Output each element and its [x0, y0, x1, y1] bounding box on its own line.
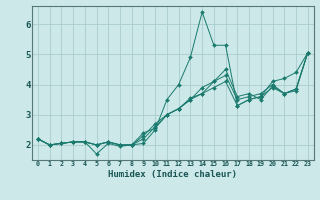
X-axis label: Humidex (Indice chaleur): Humidex (Indice chaleur) — [108, 170, 237, 179]
